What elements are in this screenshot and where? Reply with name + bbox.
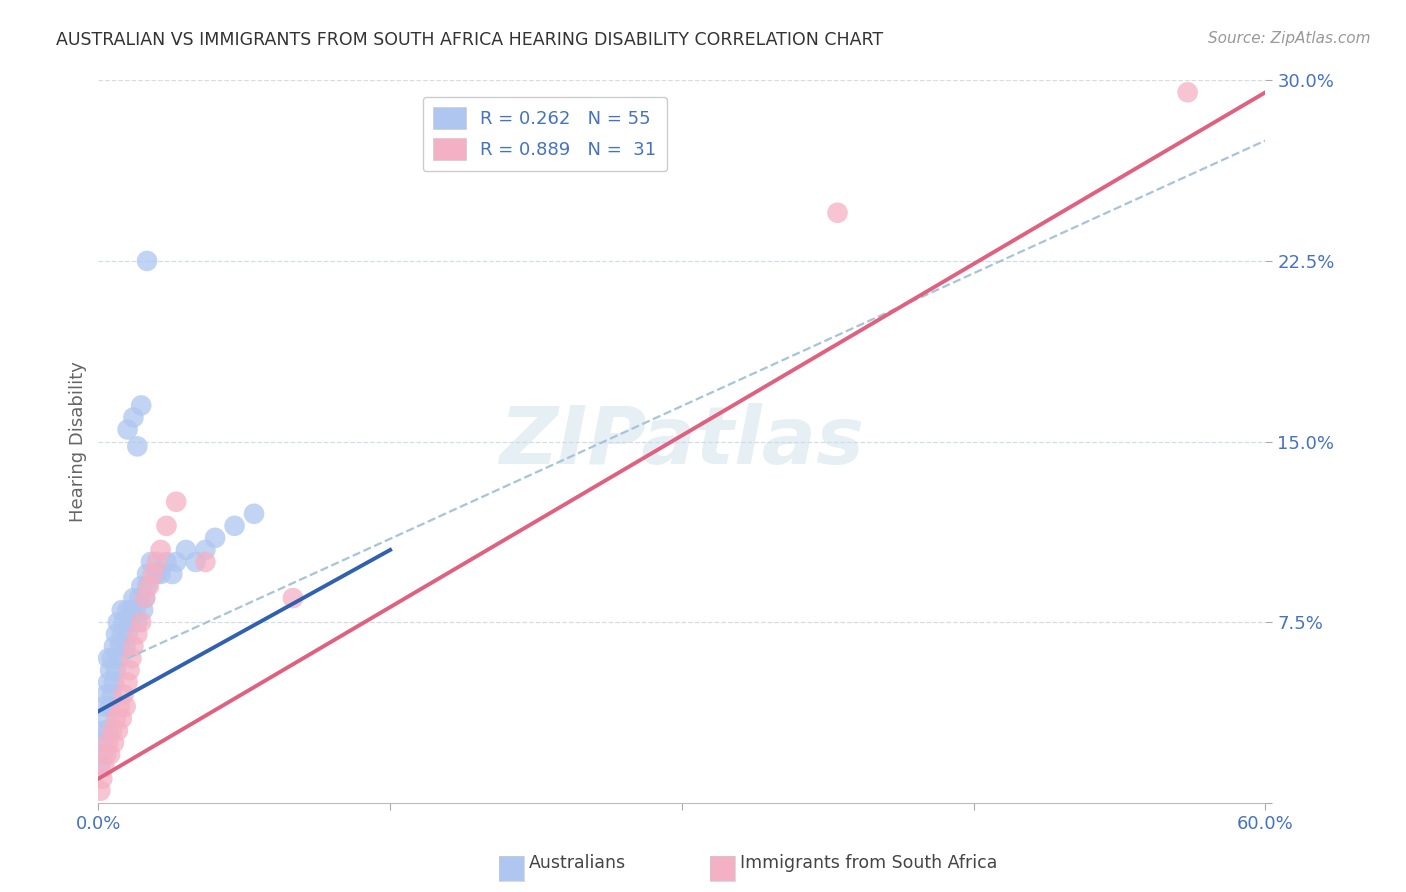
Point xyxy=(155,518,177,533)
Point xyxy=(117,675,139,690)
Point xyxy=(174,542,197,557)
Point xyxy=(281,591,304,605)
Point xyxy=(91,747,114,762)
Point xyxy=(111,603,134,617)
Text: Immigrants from South Africa: Immigrants from South Africa xyxy=(740,855,997,872)
Point xyxy=(139,555,162,569)
Point xyxy=(101,687,124,701)
Point xyxy=(136,579,159,593)
Point xyxy=(118,615,141,630)
Point xyxy=(98,699,121,714)
Point xyxy=(149,567,172,582)
Point xyxy=(1177,85,1199,99)
Point xyxy=(117,422,139,436)
Text: Australians: Australians xyxy=(529,855,626,872)
Point xyxy=(155,555,177,569)
Point xyxy=(104,712,127,726)
Point xyxy=(136,253,159,268)
Point xyxy=(89,760,111,774)
Point xyxy=(127,615,149,630)
Point xyxy=(103,639,125,653)
Point xyxy=(104,664,127,678)
Point xyxy=(194,555,217,569)
Point xyxy=(184,555,207,569)
Point xyxy=(101,651,124,665)
Point xyxy=(91,772,114,786)
Point xyxy=(96,712,118,726)
Point xyxy=(112,615,135,630)
Point xyxy=(129,398,152,412)
Point xyxy=(91,723,114,738)
Point xyxy=(117,603,139,617)
Point xyxy=(107,615,129,630)
Point xyxy=(117,627,139,641)
Text: Source: ZipAtlas.com: Source: ZipAtlas.com xyxy=(1208,31,1371,46)
Point xyxy=(121,603,143,617)
Point xyxy=(146,567,169,582)
Point xyxy=(103,675,125,690)
Point xyxy=(142,567,165,582)
Text: ZIPatlas: ZIPatlas xyxy=(499,402,865,481)
Point xyxy=(111,712,134,726)
Point xyxy=(204,531,226,545)
Point xyxy=(122,410,145,425)
Point xyxy=(194,542,217,557)
Point xyxy=(129,615,152,630)
Point xyxy=(107,723,129,738)
Point xyxy=(97,651,120,665)
Point xyxy=(121,651,143,665)
Point xyxy=(124,603,146,617)
Point xyxy=(111,627,134,641)
Point xyxy=(122,639,145,653)
Point xyxy=(128,591,150,605)
Point xyxy=(127,439,149,453)
Point xyxy=(134,591,156,605)
Point xyxy=(224,518,246,533)
Point xyxy=(108,699,131,714)
Point xyxy=(138,579,160,593)
Point xyxy=(827,205,849,219)
Point xyxy=(93,735,115,749)
Point xyxy=(107,651,129,665)
Point xyxy=(104,627,127,641)
Point xyxy=(112,687,135,701)
Point xyxy=(96,687,118,701)
Text: AUSTRALIAN VS IMMIGRANTS FROM SOUTH AFRICA HEARING DISABILITY CORRELATION CHART: AUSTRALIAN VS IMMIGRANTS FROM SOUTH AFRI… xyxy=(56,31,883,49)
Point xyxy=(98,664,121,678)
Point xyxy=(114,639,136,653)
Point xyxy=(243,507,266,521)
Point xyxy=(146,555,169,569)
Point xyxy=(97,675,120,690)
Point xyxy=(89,784,111,798)
Point xyxy=(122,591,145,605)
Point xyxy=(103,735,125,749)
Point xyxy=(127,627,149,641)
Point xyxy=(165,494,187,508)
Point xyxy=(129,579,152,593)
Legend: R = 0.262   N = 55, R = 0.889   N =  31: R = 0.262 N = 55, R = 0.889 N = 31 xyxy=(423,96,668,171)
Point xyxy=(114,699,136,714)
Point xyxy=(132,603,155,617)
Point xyxy=(136,567,159,582)
Point xyxy=(165,555,187,569)
Point xyxy=(101,723,124,738)
Point xyxy=(149,542,172,557)
Point xyxy=(96,747,118,762)
Point xyxy=(118,664,141,678)
Point xyxy=(162,567,184,582)
Point xyxy=(134,591,156,605)
Point xyxy=(97,735,120,749)
Point xyxy=(97,723,120,738)
Point xyxy=(108,639,131,653)
Point xyxy=(93,699,115,714)
Point xyxy=(98,747,121,762)
Y-axis label: Hearing Disability: Hearing Disability xyxy=(69,361,87,522)
Point xyxy=(93,760,115,774)
